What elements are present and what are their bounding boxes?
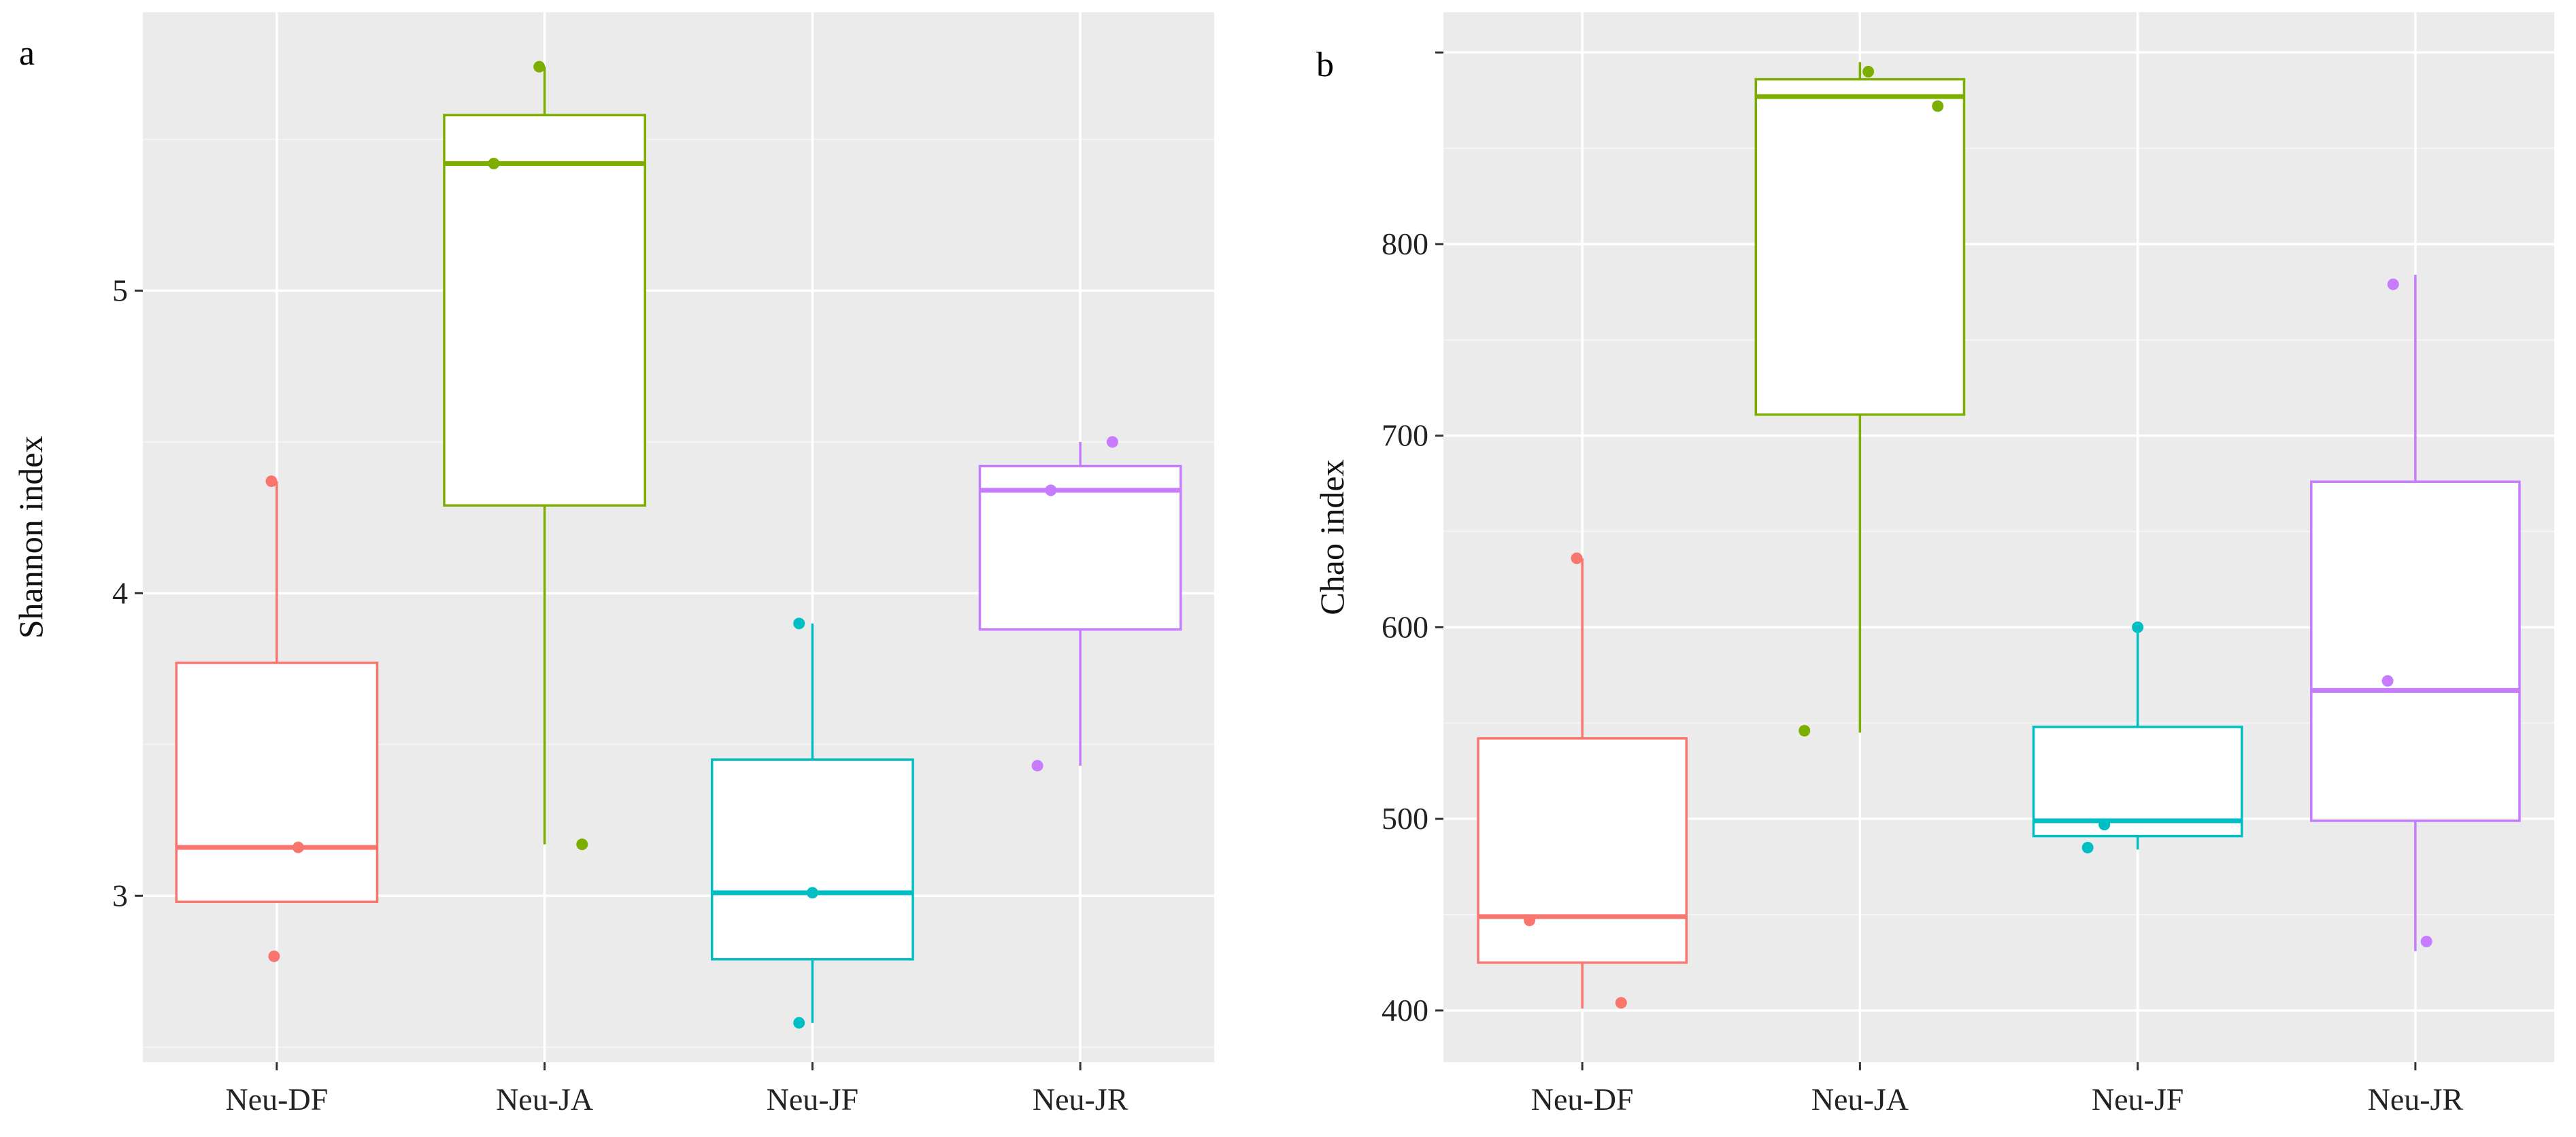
panel-b-box-neu-df xyxy=(1477,558,1688,1009)
panel-b-point-neu-jr-11 xyxy=(2420,935,2432,947)
panel-a-point-neu-jf-6 xyxy=(793,617,805,630)
panel-a-point-neu-df-2 xyxy=(268,950,280,962)
panel-b-point-neu-ja-3 xyxy=(1862,65,1875,78)
panel-a-xtick-label-neu-jf: Neu-JF xyxy=(767,1082,858,1117)
panel-b-point-neu-jr-9 xyxy=(2387,278,2399,290)
panel-a-point-neu-jf-7 xyxy=(806,887,818,899)
panel-b-box-neu-df-iqr xyxy=(1477,737,1688,964)
panel-a-point-neu-df-0 xyxy=(265,475,278,488)
panel-a-point-neu-ja-3 xyxy=(533,61,546,73)
panel-b-box-neu-jr-iqr xyxy=(2310,480,2521,822)
panel-a-box-neu-ja-iqr xyxy=(443,114,647,507)
panel-b-y-axis-title: Chao index xyxy=(1313,459,1351,615)
panel-a-point-neu-jr-11 xyxy=(1031,760,1043,772)
panel-b-xtick-label-neu-jf: Neu-JF xyxy=(2092,1082,2184,1117)
panel-a-point-neu-ja-5 xyxy=(576,838,588,851)
panel-b-xtick-label-neu-ja: Neu-JA xyxy=(1811,1082,1909,1117)
panel-b-box-neu-jr xyxy=(2310,275,2521,951)
panel-a-point-neu-jf-8 xyxy=(793,1017,805,1029)
panel-b-point-neu-jf-8 xyxy=(2081,841,2094,853)
panel-b-ytick-label-700: 700 xyxy=(1382,418,1428,453)
panel-b-box-neu-jf xyxy=(2032,627,2243,850)
panel-a-xtick-label-neu-ja: Neu-JA xyxy=(496,1082,593,1117)
panel-b-xtick-label-neu-df: Neu-DF xyxy=(1531,1082,1634,1117)
panel-a-ytick-label-5: 5 xyxy=(112,273,128,307)
panel-a-shannon: 3 4 5 Neu-DF Neu-JA Neu-JF Neu-JR Shannon index… xyxy=(12,12,1214,1117)
panel-b-box-neu-jf-iqr xyxy=(2032,726,2243,838)
panel-a-box-neu-jf-iqr xyxy=(710,758,914,961)
panel-b-label: b xyxy=(1316,46,1334,84)
panel-b-point-neu-ja-5 xyxy=(1799,725,1811,737)
panel-b-box-neu-ja xyxy=(1754,62,1966,733)
panel-a-box-neu-jr xyxy=(978,441,1182,766)
panel-b-point-neu-df-1 xyxy=(1524,915,1536,927)
panel-a-box-neu-ja xyxy=(443,67,647,845)
panel-b-ytick-label-500: 500 xyxy=(1382,801,1428,836)
panel-a-ytick-label-3: 3 xyxy=(112,878,128,913)
panel-a-y-axis-title: Shannon index xyxy=(12,436,50,639)
panel-a-label: a xyxy=(19,34,35,73)
panel-a-box-neu-jf xyxy=(710,623,914,1023)
panel-a-box-neu-jr-iqr xyxy=(978,464,1182,631)
panel-b-xtick-label-neu-jr: Neu-JR xyxy=(2368,1082,2464,1117)
panel-b-point-neu-jf-7 xyxy=(2098,819,2111,831)
panel-b-point-neu-df-2 xyxy=(1615,997,1627,1009)
panel-a-box-neu-df-iqr xyxy=(175,661,379,903)
panel-a-box-neu-df xyxy=(175,481,379,903)
panel-b-ytick-label-600: 600 xyxy=(1382,609,1428,644)
panel-a-ytick-label-4: 4 xyxy=(112,575,128,610)
panel-b-ytick-label-400: 400 xyxy=(1382,993,1428,1028)
panel-a-point-neu-jr-9 xyxy=(1106,436,1118,448)
panel-b-ytick-label-800: 800 xyxy=(1382,226,1428,261)
panel-b-chao: 400 500 600 700 800 Neu-DF Neu-JA Neu-JF Neu-JR C… xyxy=(1313,12,2554,1117)
panel-b-box-neu-ja-iqr xyxy=(1754,78,1966,416)
panel-a-point-neu-jr-10 xyxy=(1045,484,1057,496)
panel-a-point-neu-df-1 xyxy=(292,841,304,853)
panel-a-xtick-label-neu-df: Neu-DF xyxy=(225,1082,328,1117)
panel-b-point-neu-jf-6 xyxy=(2132,621,2144,633)
panel-b-point-neu-jr-10 xyxy=(2381,675,2394,687)
panel-b-point-neu-df-0 xyxy=(1571,552,1583,564)
panel-a-point-neu-ja-4 xyxy=(488,157,500,169)
panel-a-xtick-label-neu-jr: Neu-JR xyxy=(1033,1082,1128,1117)
panel-b-point-neu-ja-4 xyxy=(1932,100,1944,112)
